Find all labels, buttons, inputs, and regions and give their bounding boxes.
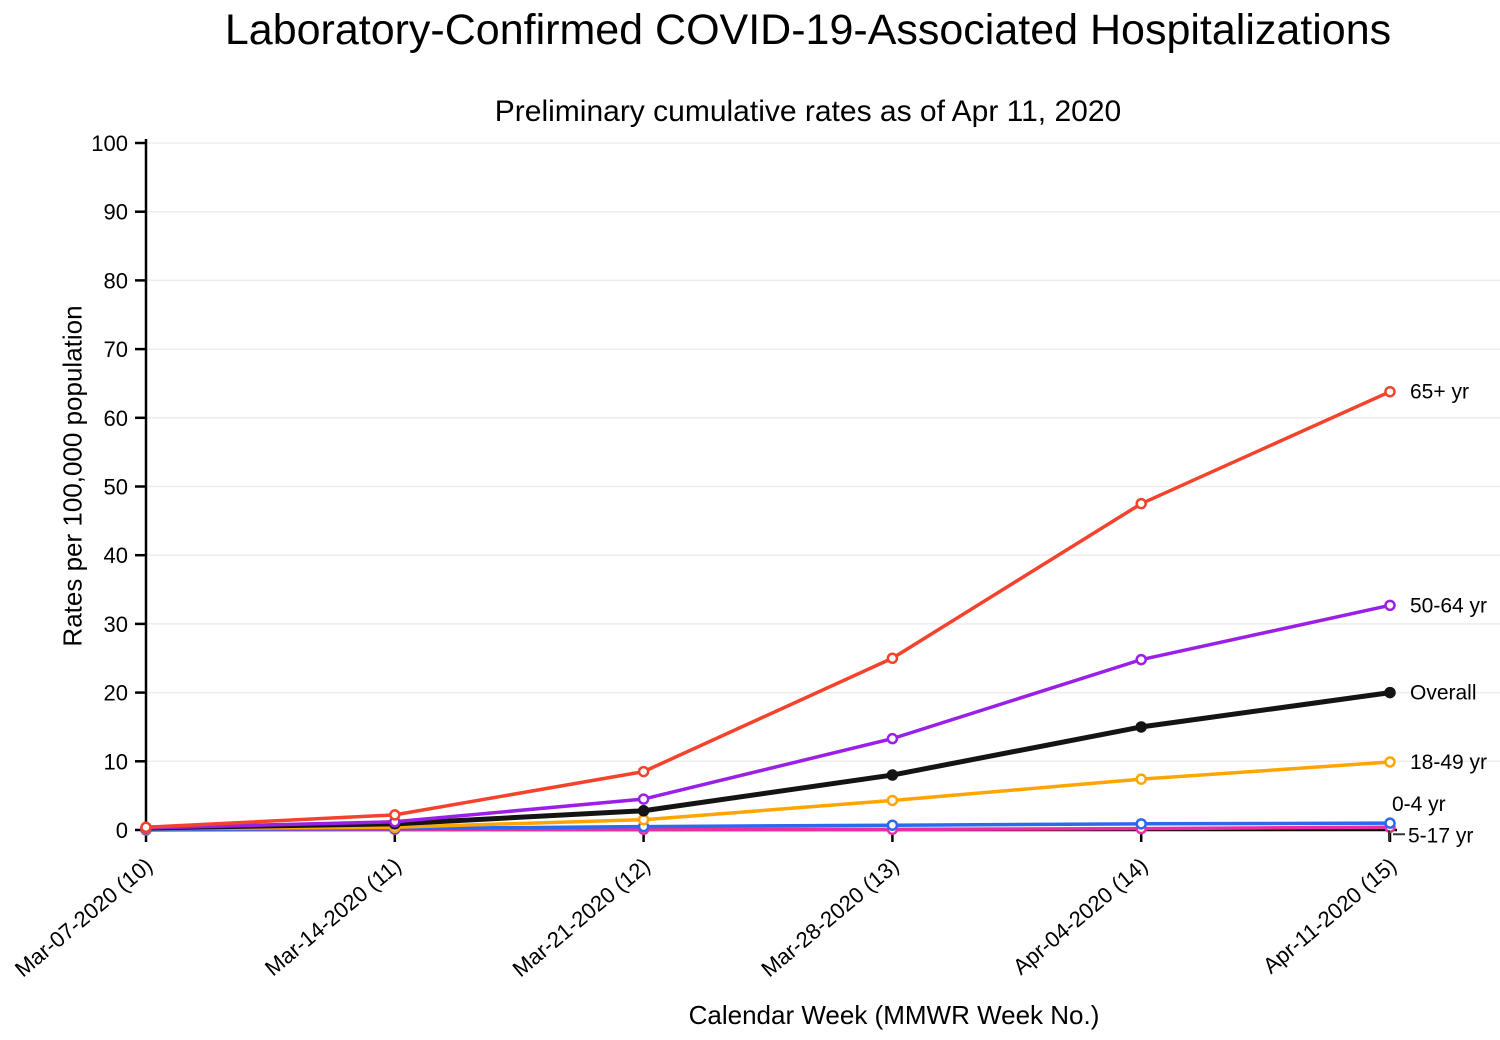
- x-tick-label: Apr-04-2020 (14): [1008, 853, 1152, 980]
- series-line-65-yr: [144, 389, 1392, 830]
- y-tick-label: 30: [104, 612, 128, 637]
- series-point-65-yr: [140, 821, 152, 834]
- y-axis-title: Rates per 100,000 population: [57, 305, 88, 647]
- series-point-overall: [886, 769, 899, 781]
- chart-title: Laboratory-Confirmed COVID-19-Associated…: [224, 6, 1392, 54]
- y-tick-label: 70: [104, 337, 128, 362]
- y-tick-label: 100: [91, 131, 128, 156]
- x-tick-label: Mar-28-2020 (13): [756, 853, 903, 982]
- series-point-50-64-yr: [1135, 653, 1147, 666]
- series-point-0-4-yr: [1384, 817, 1396, 829]
- series-point-18-49-yr: [886, 794, 899, 807]
- series-label-18-49-yr: 18-49 yr: [1410, 751, 1487, 774]
- x-tick-label: Mar-07-2020 (10): [10, 853, 157, 982]
- y-tick-label: 40: [104, 543, 128, 568]
- y-tick-label: 20: [104, 681, 128, 706]
- series-point-65-yr: [1135, 497, 1147, 510]
- y-tick-label: 60: [104, 406, 128, 431]
- series-line-18-49-yr: [144, 760, 1392, 831]
- series-line-50-64-yr: [144, 603, 1392, 830]
- y-tick-label: 90: [104, 200, 128, 225]
- series-label-overall: Overall: [1410, 682, 1477, 705]
- series-label-65-yr: 65+ yr: [1410, 381, 1469, 404]
- series-point-overall: [1384, 686, 1396, 699]
- series-point-overall: [1135, 721, 1147, 733]
- series-label-0-4-yr: 0-4 yr: [1392, 793, 1446, 816]
- series-point-0-4-yr: [1135, 818, 1147, 830]
- series-point-0-4-yr: [886, 819, 899, 831]
- x-tick-label: Mar-14-2020 (11): [260, 853, 406, 981]
- series-point-18-49-yr: [637, 813, 650, 826]
- series-point-65-yr: [637, 765, 650, 778]
- y-tick-label: 50: [104, 475, 128, 500]
- y-tick-label: 10: [104, 749, 128, 774]
- series-point-50-64-yr: [1384, 599, 1396, 612]
- series-point-65-yr: [1384, 385, 1396, 398]
- chart-subtitle: Preliminary cumulative rates as of Apr 1…: [494, 95, 1122, 128]
- x-axis-title: Calendar Week (MMWR Week No.): [688, 1000, 1100, 1030]
- series-point-65-yr: [886, 652, 899, 664]
- y-tick-label: 0: [116, 818, 128, 843]
- series-point-18-49-yr: [1135, 773, 1147, 785]
- series-point-65-yr: [389, 809, 401, 821]
- series-line-overall: [143, 690, 1393, 831]
- series-point-18-49-yr: [1384, 756, 1396, 768]
- x-tick-label: Mar-21-2020 (12): [508, 853, 655, 982]
- series-label-50-64-yr: 50-64 yr: [1410, 594, 1487, 617]
- y-tick-label: 80: [104, 268, 128, 293]
- series-point-50-64-yr: [637, 793, 650, 805]
- series-point-overall: [637, 805, 650, 817]
- series-point-50-64-yr: [886, 732, 899, 745]
- x-tick-label: Apr-11-2020 (15): [1258, 853, 1401, 979]
- series-label-5-17-yr: 5-17 yr: [1408, 824, 1473, 847]
